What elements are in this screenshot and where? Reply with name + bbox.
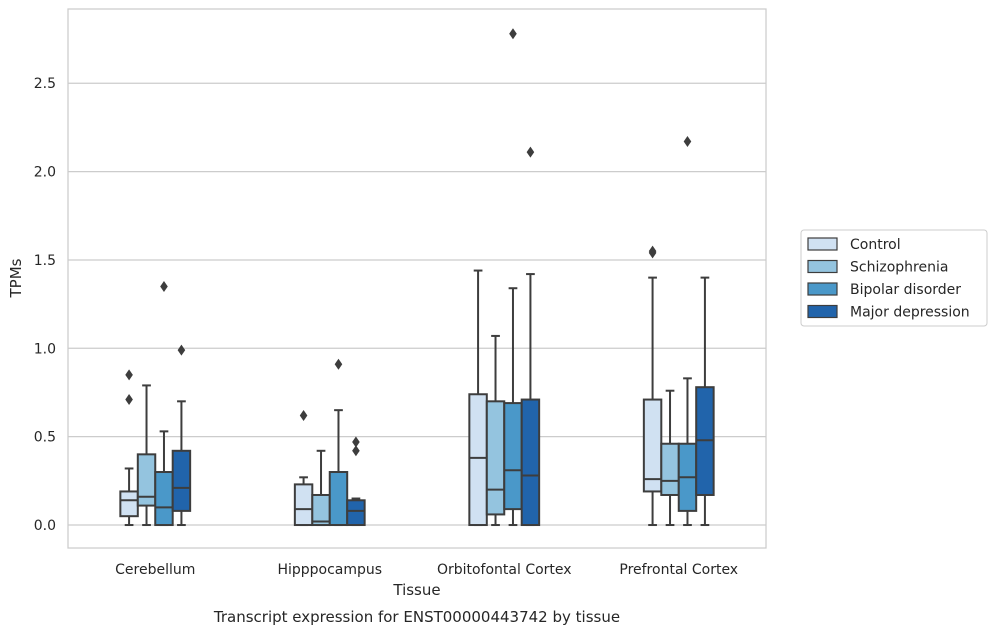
x-tick-label: Prefrontal Cortex — [619, 562, 738, 578]
y-tick-label: 1.0 — [34, 341, 56, 357]
x-tick-label: Orbitofontal Cortex — [437, 562, 572, 578]
y-tick-labels: 0.0 0.5 1.0 1.5 2.0 2.5 — [34, 76, 56, 534]
box-iqr — [660, 442, 680, 496]
box-iqr — [171, 449, 192, 512]
box-control — [468, 269, 488, 527]
box-iqr — [468, 393, 488, 527]
box-major-depression — [171, 344, 192, 527]
legend-swatch — [807, 304, 838, 319]
outlier-point — [334, 358, 343, 370]
x-tick-label: Hipppocampus — [277, 562, 382, 578]
outlier-point — [648, 245, 657, 257]
outlier-point — [177, 344, 186, 356]
box-iqr — [328, 471, 349, 527]
y-tick-label: 0.5 — [34, 430, 56, 446]
y-tick-label: 0.0 — [34, 518, 56, 534]
legend-frame — [800, 229, 988, 327]
x-axis-label: Tissue — [392, 581, 440, 599]
outlier-point — [125, 369, 133, 381]
legend: Control Schizophrenia Bipolar disorder Majo… — [800, 229, 988, 327]
y-axis-label: TPMs — [7, 258, 25, 298]
box-control — [642, 245, 663, 527]
legend-label: Control — [850, 237, 901, 253]
box-iqr — [154, 471, 174, 527]
outlier-point — [683, 136, 692, 148]
outlier-point — [352, 445, 360, 457]
box-iqr — [119, 490, 139, 518]
box-major-depression — [695, 276, 715, 527]
y-tick-label: 1.5 — [34, 253, 56, 269]
box-major-depression — [520, 146, 541, 527]
outlier-point — [125, 394, 133, 406]
legend-swatch — [807, 259, 838, 274]
legend-label: Major depression — [850, 305, 970, 321]
y-tick-label: 2.0 — [34, 165, 56, 181]
box-iqr — [642, 398, 663, 493]
outlier-point — [352, 436, 360, 448]
box-iqr — [346, 499, 366, 527]
legend-label: Schizophrenia — [850, 260, 948, 276]
box-bipolar-disorder — [328, 358, 349, 527]
legend-swatch — [807, 237, 838, 251]
outlier-point — [299, 409, 308, 421]
plot-area — [119, 28, 715, 527]
box-iqr — [503, 402, 523, 511]
box-schizophrenia — [136, 384, 157, 527]
box-schizophrenia — [660, 389, 680, 527]
outlier-point — [509, 28, 517, 40]
legend-label: Bipolar disorder — [850, 282, 961, 298]
box-bipolar-disorder — [154, 280, 174, 527]
box-control — [293, 409, 314, 527]
x-tick-labels: Cerebellum Hipppocampus Orbitofontal Corte… — [115, 562, 738, 578]
box-major-depression — [346, 436, 366, 527]
outlier-point — [526, 146, 535, 158]
x-tick-label: Cerebellum — [115, 562, 195, 578]
chart-caption: Transcript expression for ENST0000044374… — [213, 608, 620, 626]
box-iqr — [136, 453, 157, 507]
box-bipolar-disorder — [503, 28, 523, 527]
box-schizophrenia — [311, 449, 331, 527]
legend-swatch — [807, 282, 838, 296]
box-schizophrenia — [485, 334, 506, 527]
box-iqr — [293, 483, 314, 527]
box-control — [119, 369, 139, 527]
box-iqr — [520, 398, 541, 527]
y-tick-label: 2.5 — [34, 76, 56, 92]
plot-frame — [67, 8, 767, 549]
box-bipolar-disorder — [677, 136, 698, 527]
outlier-point — [160, 280, 168, 292]
box-iqr — [485, 400, 506, 516]
